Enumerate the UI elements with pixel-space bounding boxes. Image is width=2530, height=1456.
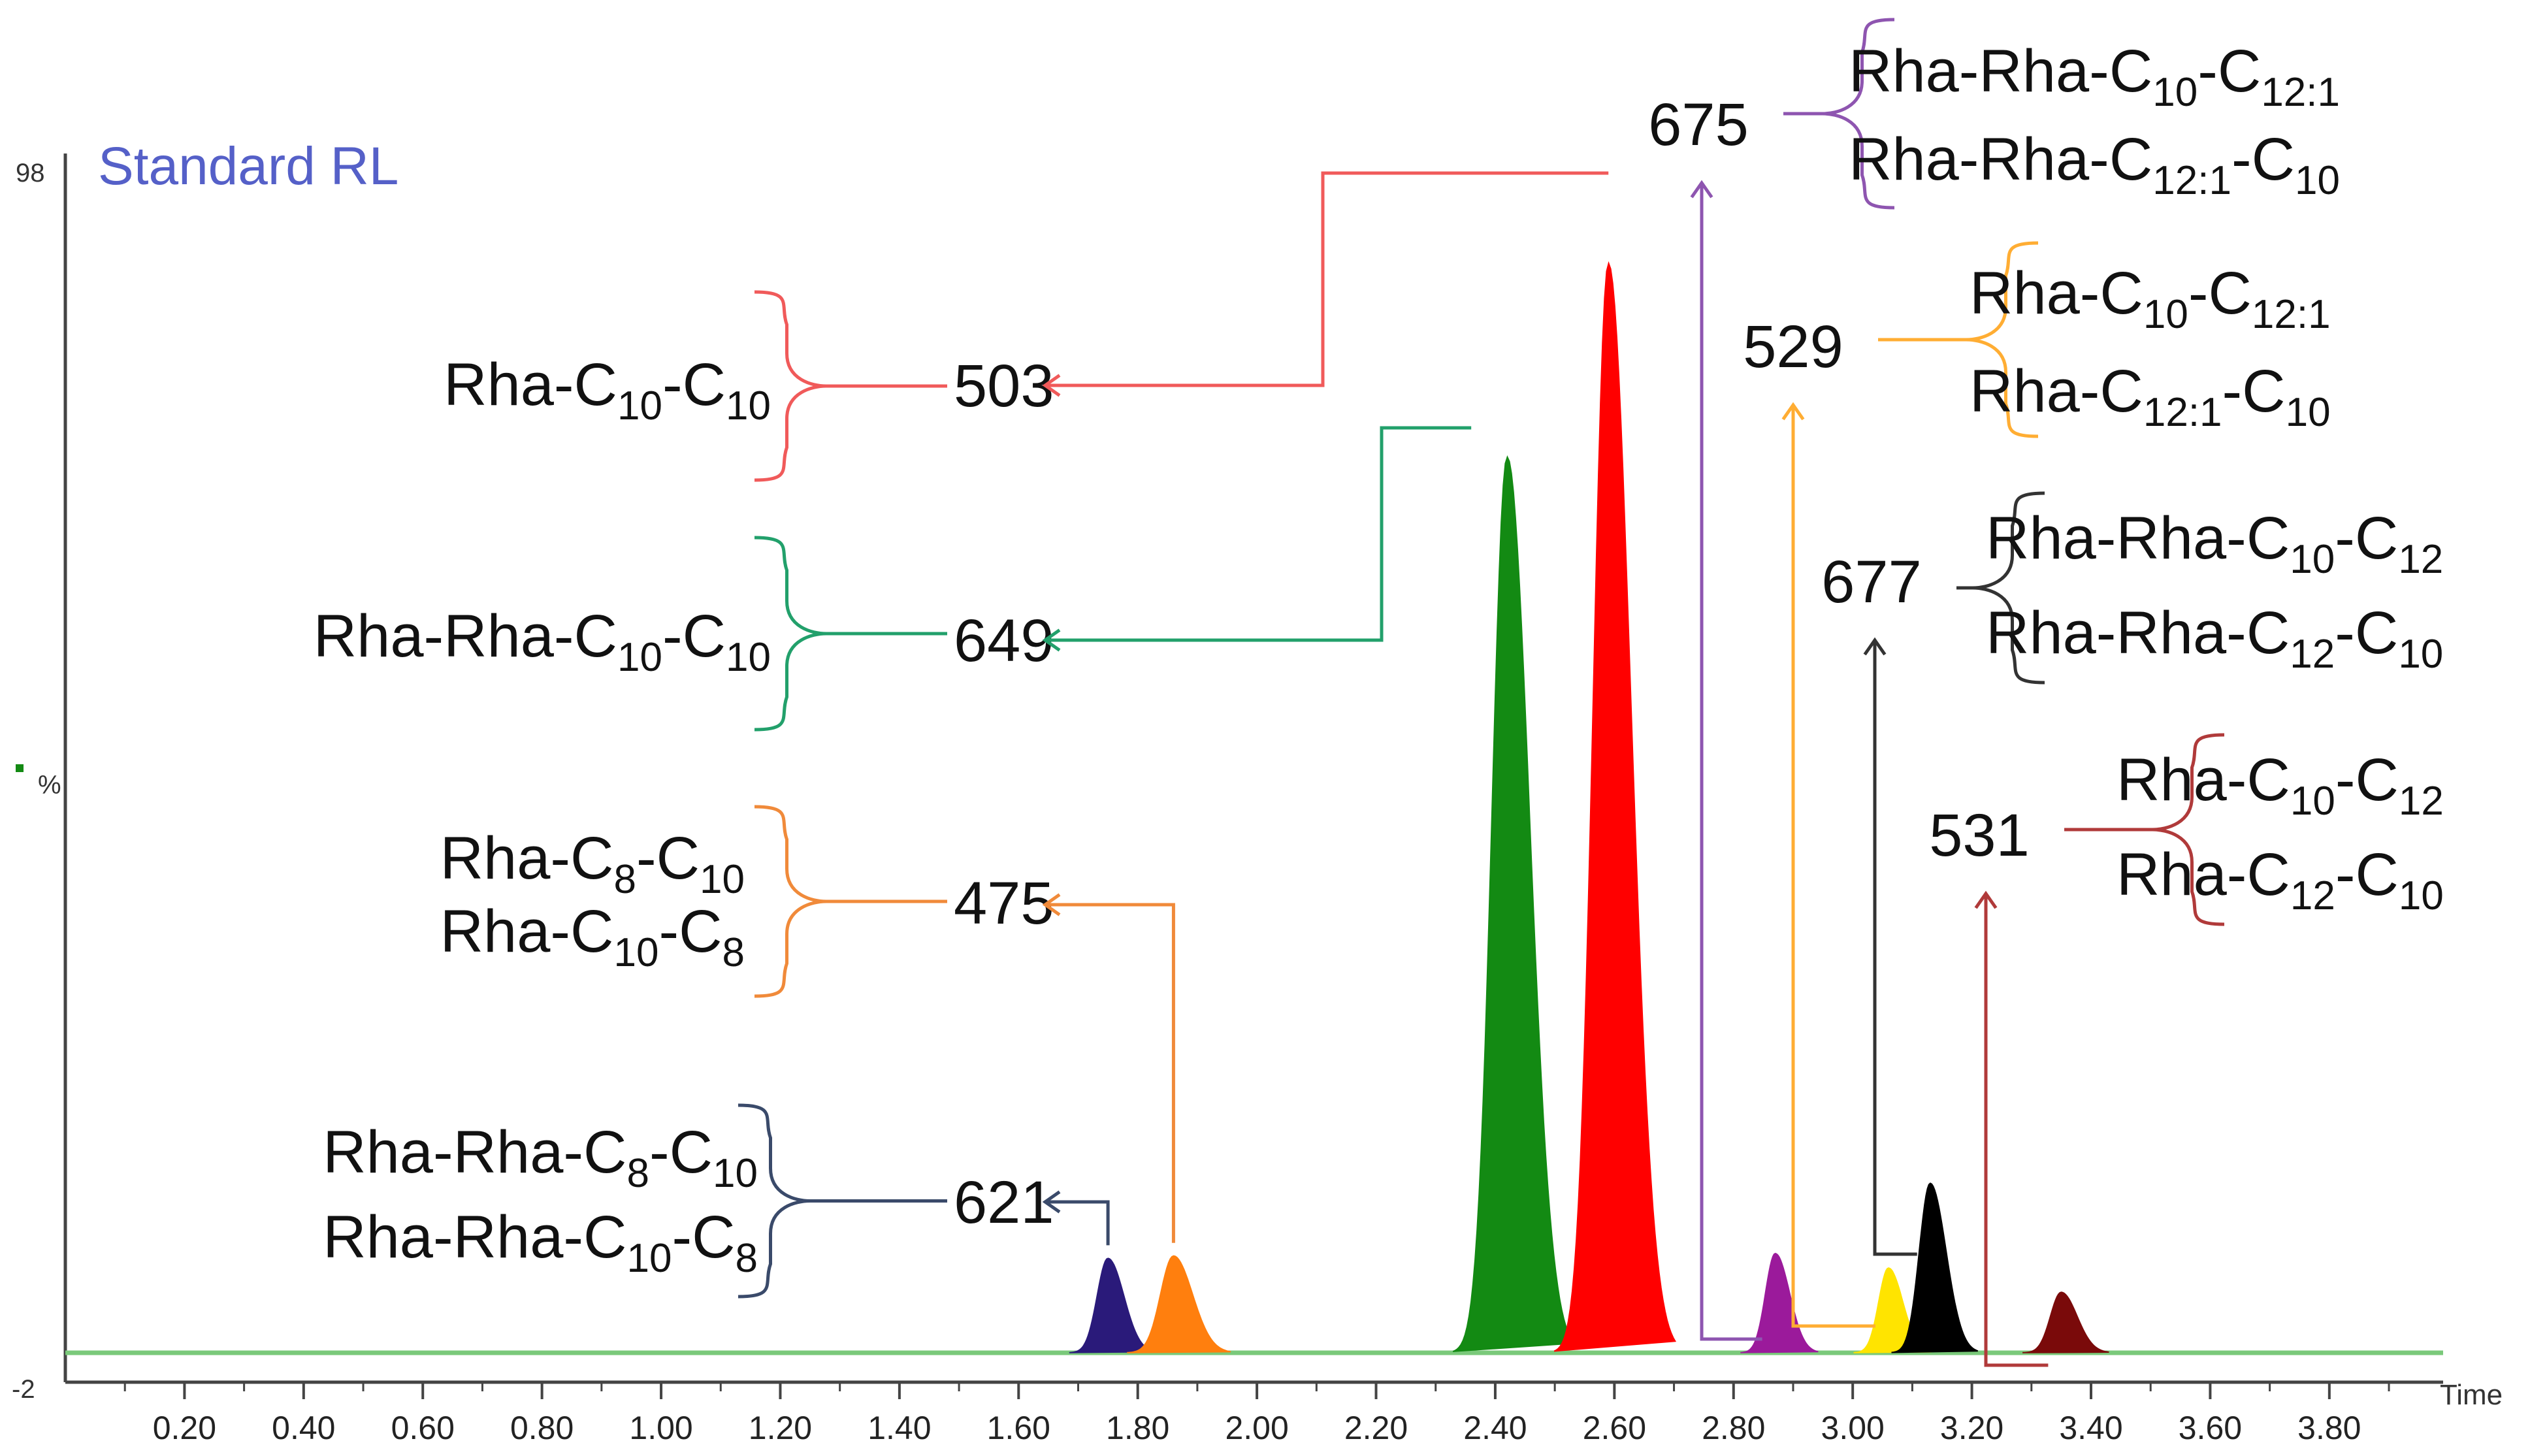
arrow-529 — [1791, 405, 1875, 1328]
mz-label-649: 649 — [954, 607, 1054, 674]
peak-649 — [1452, 455, 1576, 1352]
x-tick-label: 2.80 — [1702, 1410, 1765, 1446]
compound-label-531: Rha-C12-C10 — [2116, 841, 2444, 918]
compound-label-503: Rha-C10-C10 — [444, 351, 771, 429]
y-axis-label: % — [38, 771, 61, 800]
peak-475 — [1127, 1255, 1231, 1353]
compound-label-475: Rha-C10-C8 — [440, 898, 745, 975]
y-axis-marker — [16, 764, 24, 772]
mz-label-503: 503 — [954, 353, 1054, 419]
x-tick-label: 1.80 — [1106, 1410, 1169, 1446]
x-tick-label: 3.60 — [2179, 1410, 2242, 1446]
compound-label-677: Rha-Rha-C12-C10 — [1986, 600, 2443, 677]
arrow-head — [1042, 893, 1061, 916]
x-tick-label: 2.00 — [1225, 1410, 1288, 1446]
compound-label-621: Rha-Rha-C8-C10 — [323, 1119, 758, 1196]
x-tick-label: 1.60 — [987, 1410, 1050, 1446]
peak-503 — [1553, 261, 1677, 1352]
arrow-675 — [1700, 183, 1762, 1341]
compound-label-621: Rha-Rha-C10-C8 — [323, 1204, 758, 1281]
arrow-head — [1690, 180, 1713, 199]
compound-label-531: Rha-C10-C12 — [2116, 747, 2444, 824]
arrow-head — [1974, 890, 1998, 909]
peak-621 — [1069, 1257, 1156, 1353]
x-tick-label: 1.20 — [749, 1410, 812, 1446]
mz-label-475: 475 — [954, 870, 1054, 937]
mz-label-675: 675 — [1648, 91, 1749, 158]
chart-title: Standard RL — [98, 137, 398, 196]
arrow-475 — [1045, 903, 1175, 1243]
arrow-503 — [1045, 171, 1609, 387]
arrow-head — [1781, 402, 1805, 421]
brace-649 — [754, 536, 827, 732]
x-tick-label: 0.80 — [510, 1410, 574, 1446]
arrow-531 — [1984, 894, 2049, 1367]
x-tick-label: 3.00 — [1821, 1410, 1885, 1446]
arrow-677 — [1873, 640, 1917, 1256]
mz-label-529: 529 — [1743, 314, 1843, 380]
x-tick-label: 1.00 — [629, 1410, 692, 1446]
peak-531 — [2022, 1291, 2109, 1353]
peak-675 — [1740, 1252, 1819, 1353]
x-tick-label: 0.40 — [272, 1410, 335, 1446]
x-tick-label: 3.80 — [2297, 1410, 2361, 1446]
x-tick-label: 2.40 — [1463, 1410, 1527, 1446]
arrow-621 — [1045, 1200, 1110, 1246]
mz-label-621: 621 — [954, 1169, 1054, 1236]
x-tick-label: 0.20 — [153, 1410, 216, 1446]
compound-label-675: Rha-Rha-C10-C12:1 — [1849, 38, 2340, 115]
compound-label-475: Rha-C8-C10 — [440, 825, 745, 902]
peak-677 — [1891, 1182, 1979, 1353]
x-tick-label: 0.60 — [391, 1410, 455, 1446]
x-tick-label: 2.60 — [1583, 1410, 1646, 1446]
compound-label-529: Rha-C12:1-C10 — [1970, 358, 2331, 435]
arrow-head — [1042, 628, 1061, 652]
compound-label-649: Rha-Rha-C10-C10 — [314, 603, 771, 680]
compound-label-529: Rha-C10-C12:1 — [1970, 260, 2331, 337]
compound-label-677: Rha-Rha-C10-C12 — [1986, 505, 2443, 582]
arrow-head — [1042, 1190, 1061, 1214]
x-tick-label: 3.20 — [1940, 1410, 2003, 1446]
x-tick-label: 1.40 — [868, 1410, 931, 1446]
x-tick-label: 3.40 — [2059, 1410, 2122, 1446]
arrow-head — [1863, 637, 1887, 656]
brace-475 — [754, 805, 827, 998]
x-tick-label: 2.20 — [1344, 1410, 1408, 1446]
mz-label-531: 531 — [1929, 802, 2030, 869]
arrow-649 — [1045, 426, 1472, 642]
x-axis-label: Time — [2440, 1379, 2503, 1411]
compound-label-675: Rha-Rha-C12:1-C10 — [1849, 126, 2340, 203]
arrow-head — [1042, 374, 1061, 397]
y-tick-top: 98 — [16, 159, 45, 187]
y-tick-bottom: -2 — [12, 1375, 35, 1404]
mz-label-677: 677 — [1821, 549, 1922, 615]
